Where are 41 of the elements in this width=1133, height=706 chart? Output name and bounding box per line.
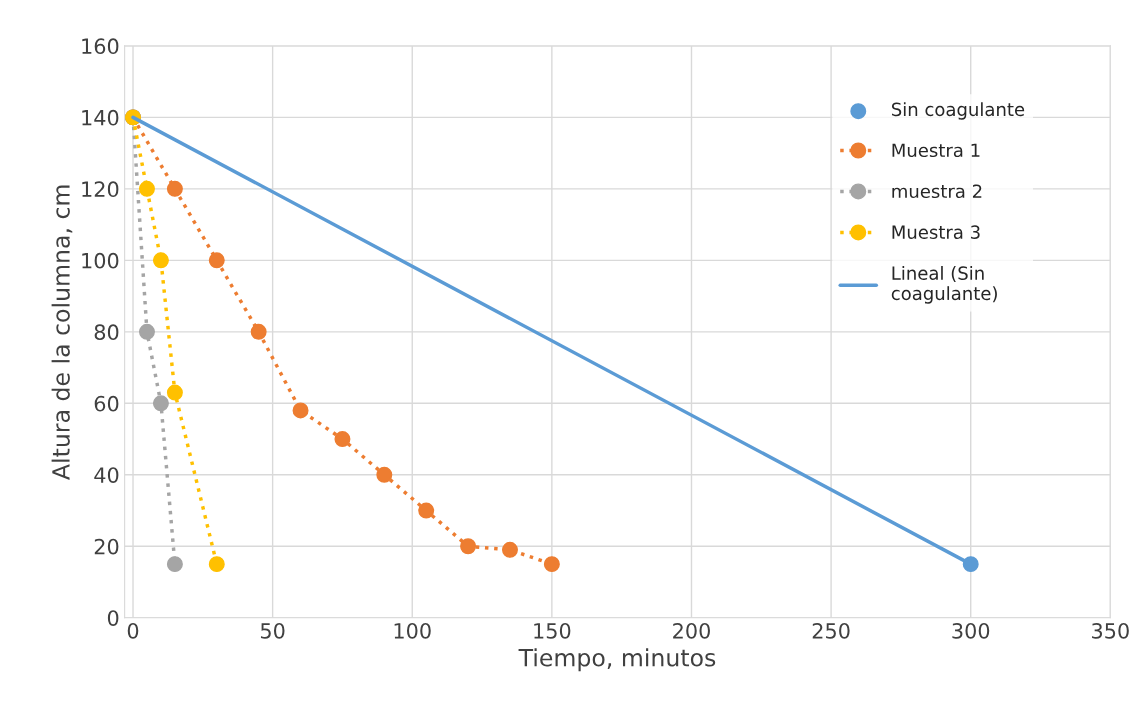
point: [208, 556, 225, 573]
point: [166, 180, 183, 197]
y-tick-label: 40: [94, 467, 119, 483]
point: [460, 538, 477, 555]
y-tick-label: 80: [94, 324, 119, 341]
point: [208, 252, 225, 269]
point: [152, 395, 169, 412]
legend-label: Muestra 3: [892, 225, 980, 239]
legend-label: Sin coagulante: [891, 102, 1025, 120]
x-tick-label: 50: [260, 622, 285, 639]
point: [166, 556, 183, 573]
y-axis-title: Altura de la columna, cm: [51, 185, 73, 480]
x-tick-label: 100: [394, 622, 431, 639]
point: [166, 384, 183, 401]
y-tick-label: 120: [82, 181, 119, 198]
y-tick-label: 20: [94, 538, 119, 555]
y-tick-label: 140: [82, 109, 119, 126]
point: [138, 323, 155, 340]
legend-label: muestra 2: [892, 184, 982, 199]
legend-label: Lineal (Sin coagulante): [891, 265, 997, 304]
point: [418, 502, 435, 519]
legend-label: Muestra 1: [892, 143, 980, 158]
point: [376, 466, 393, 483]
x-tick-label: 150: [534, 622, 571, 639]
point: [152, 252, 169, 269]
point: [501, 541, 518, 558]
x-tick-label: 200: [673, 622, 710, 639]
y-tick-label: 100: [82, 252, 119, 269]
x-axis-title: Tiempo, minutos: [518, 648, 716, 672]
x-tick-label: 300: [952, 622, 990, 639]
point: [250, 323, 267, 340]
x-tick-label: 250: [812, 622, 850, 639]
x-tick-label: 0: [127, 622, 139, 639]
point: [543, 556, 560, 573]
point: [138, 180, 155, 197]
x-tick-label: 350: [1092, 622, 1129, 639]
y-tick-label: 160: [82, 38, 119, 55]
point: [334, 431, 351, 448]
y-tick-label: 0: [107, 610, 119, 626]
point: [292, 402, 309, 419]
y-tick-label: 60: [94, 395, 119, 412]
